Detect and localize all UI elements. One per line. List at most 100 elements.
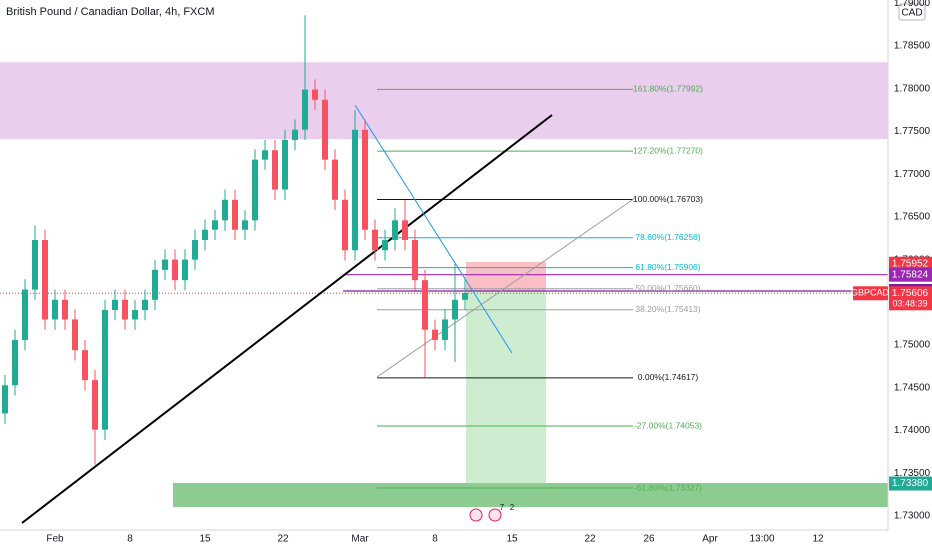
y-tick-label: 1.77500 (894, 126, 931, 137)
channel-line (376, 197, 636, 378)
y-tick-label: 1.74000 (894, 425, 931, 436)
price-label: 1.75824 (892, 269, 929, 280)
candle-body (142, 299, 148, 311)
candle-body (72, 319, 78, 351)
price-label: 1.73380 (892, 478, 929, 489)
event-label: 7 (500, 503, 505, 512)
fib-label: -27.00%(1.74053) (634, 420, 702, 430)
stop-zone (466, 262, 546, 291)
candle-body (272, 150, 278, 190)
x-tick-label: 22 (277, 534, 289, 545)
candle-body (432, 329, 438, 340)
candle-body (222, 199, 228, 221)
fib-label: 38.20%(1.75413) (635, 304, 700, 314)
trend-line (354, 104, 513, 354)
y-tick-label: 1.75000 (894, 340, 931, 351)
candle-body (312, 89, 318, 100)
candle-body (2, 385, 8, 414)
candle-body (112, 299, 118, 311)
candle-body (102, 310, 108, 430)
x-tick-label: 15 (199, 534, 211, 545)
last-price-bg (889, 286, 932, 311)
candle-body (192, 239, 198, 260)
price-label-bg (889, 476, 932, 491)
y-tick-label: 1.73000 (894, 511, 931, 522)
candle-body (262, 150, 268, 160)
candle-body (332, 159, 338, 200)
candle-body (242, 220, 248, 230)
candle-body (202, 229, 208, 240)
chart-title: British Pound / Canadian Dollar, 4h, FXC… (6, 6, 215, 18)
last-price: 1.75606 (892, 288, 929, 299)
candle-body (402, 220, 408, 240)
candle-body (172, 259, 178, 281)
candle-body (292, 129, 298, 140)
candle-body (122, 299, 128, 320)
y-tick-label: 1.76500 (894, 212, 931, 223)
candle-body (372, 229, 378, 251)
event-icon (488, 508, 502, 522)
candle-body (32, 239, 38, 290)
zones (0, 62, 888, 508)
trend-line (21, 114, 553, 524)
candle-body (462, 292, 468, 300)
candle-body (452, 299, 458, 320)
currency: CAD (901, 8, 922, 19)
candle-body (442, 319, 448, 340)
fib-label: 78.60%(1.76256) (635, 232, 700, 242)
x-tick-label: 12 (812, 534, 824, 545)
fib-label: 50.00%(1.75660) (635, 283, 700, 293)
fib-label: 61.80%(1.75906) (635, 262, 700, 272)
candle-body (352, 129, 358, 251)
y-tick-label: 1.78500 (894, 41, 931, 52)
candle-body (212, 220, 218, 230)
candle-body (62, 299, 68, 320)
candle-body (302, 89, 308, 130)
candle-body (382, 239, 388, 251)
x-tick-label: 22 (584, 534, 596, 545)
y-tick-label: 1.73500 (894, 468, 931, 479)
x-tick-label: 8 (127, 534, 133, 545)
supply-zone (0, 62, 888, 140)
candle-body (42, 239, 48, 320)
x-tick-label: 8 (432, 534, 438, 545)
drawings (21, 104, 636, 524)
fib-label: 100.00%(1.76703) (633, 194, 703, 204)
candle-body (282, 140, 288, 190)
symbol: GBPCAD (851, 288, 890, 298)
x-tick-label: Feb (46, 534, 64, 545)
candle-body (92, 380, 98, 430)
candle-body (82, 350, 88, 381)
x-tick-label: 13:00 (749, 534, 774, 545)
candle-body (22, 289, 28, 340)
candle-body (232, 199, 238, 230)
x-tick-label: Mar (351, 534, 369, 545)
event-label: 2 (510, 503, 515, 512)
price-label: 1.75952 (892, 258, 929, 269)
x-tick-label: 15 (506, 534, 518, 545)
fib-label: -61.80%(1.73327) (634, 482, 702, 492)
event-icons (469, 508, 502, 522)
price-label-bg (889, 256, 932, 271)
candle-body (252, 159, 258, 221)
target-zone (466, 290, 546, 484)
candle-body (412, 239, 418, 281)
countdown: 03:48:39 (892, 299, 927, 309)
candle-body (392, 220, 398, 240)
price-label-bg (889, 267, 932, 282)
y-tick-label: 1.78000 (894, 83, 931, 94)
candle-body (322, 99, 328, 160)
y-tick-label: 1.74500 (894, 382, 931, 393)
x-tick-label: Apr (702, 534, 718, 545)
candle-body (132, 310, 138, 320)
candle-body (182, 259, 188, 281)
candle-body (362, 129, 368, 230)
candles (2, 15, 468, 465)
fib-label: 161.80%(1.77992) (633, 84, 703, 94)
candle-body (152, 269, 158, 300)
candle-body (422, 280, 428, 330)
event-icon (469, 508, 483, 522)
